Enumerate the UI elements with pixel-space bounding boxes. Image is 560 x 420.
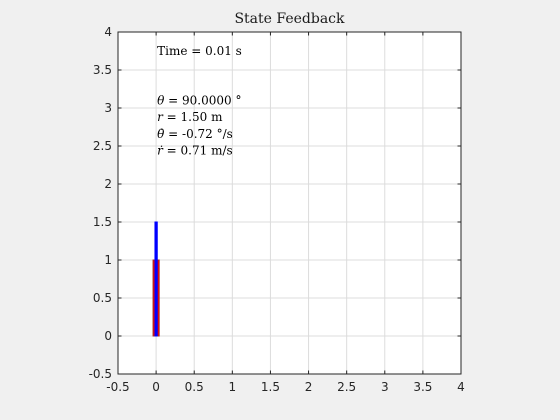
y-tick-label: 1 <box>104 253 112 267</box>
y-tick-label: 0 <box>104 329 112 343</box>
r-dot-value: = 0.71 m/s <box>163 144 233 158</box>
time-annotation: Time = 0.01 s <box>157 44 242 58</box>
pendulum-rod <box>154 221 158 337</box>
theta-dot-symbol: θ̇ <box>157 127 165 141</box>
theta-annotation: θ = 90.0000 ° <box>157 93 241 107</box>
r-symbol: r <box>157 110 164 124</box>
axes-box <box>117 31 462 375</box>
x-tick-label: 3.5 <box>413 380 432 394</box>
y-tick-label: 3.5 <box>93 63 112 77</box>
x-tick-label: 1.5 <box>261 380 280 394</box>
plot-shapes <box>152 221 160 337</box>
axes-background <box>118 32 461 374</box>
ticks <box>117 31 462 375</box>
annotations: Time = 0.01 s θ = 90.0000 ° r = 1.50 m θ… <box>157 44 242 158</box>
r-annotation: r = 1.50 m <box>157 110 223 124</box>
tick-labels: -0.5 0 0.5 1 1.5 2 2.5 3 3.5 4 -0.5 0 0.5 1 1.5 2 2.5 3 3.… <box>89 25 465 394</box>
theta-dot-annotation: θ̇ = -0.72 °/s <box>157 127 233 141</box>
x-tick-label: 2 <box>305 380 313 394</box>
x-tick-label: 2.5 <box>337 380 356 394</box>
y-tick-label: -0.5 <box>89 367 112 381</box>
y-tick-label: 2 <box>104 177 112 191</box>
y-tick-label: 0.5 <box>93 291 112 305</box>
y-tick-label: 2.5 <box>93 139 112 153</box>
x-tick-label: -0.5 <box>106 380 129 394</box>
y-tick-label: 3 <box>104 101 112 115</box>
theta-symbol: θ <box>157 93 165 107</box>
y-tick-label: 4 <box>104 25 112 39</box>
r-dot-symbol: ṙ <box>157 144 164 158</box>
chart-title: State Feedback <box>234 11 345 27</box>
x-tick-label: 3 <box>381 380 389 394</box>
theta-dot-value: = -0.72 °/s <box>164 127 232 141</box>
y-tick-label: 1.5 <box>93 215 112 229</box>
theta-value: = 90.0000 ° <box>164 93 241 107</box>
x-tick-label: 0 <box>152 380 160 394</box>
x-tick-label: 4 <box>457 380 465 394</box>
x-tick-label: 1 <box>229 380 237 394</box>
r-dot-annotation: ṙ = 0.71 m/s <box>157 144 233 158</box>
r-value: = 1.50 m <box>163 110 223 124</box>
x-tick-label: 0.5 <box>185 380 204 394</box>
